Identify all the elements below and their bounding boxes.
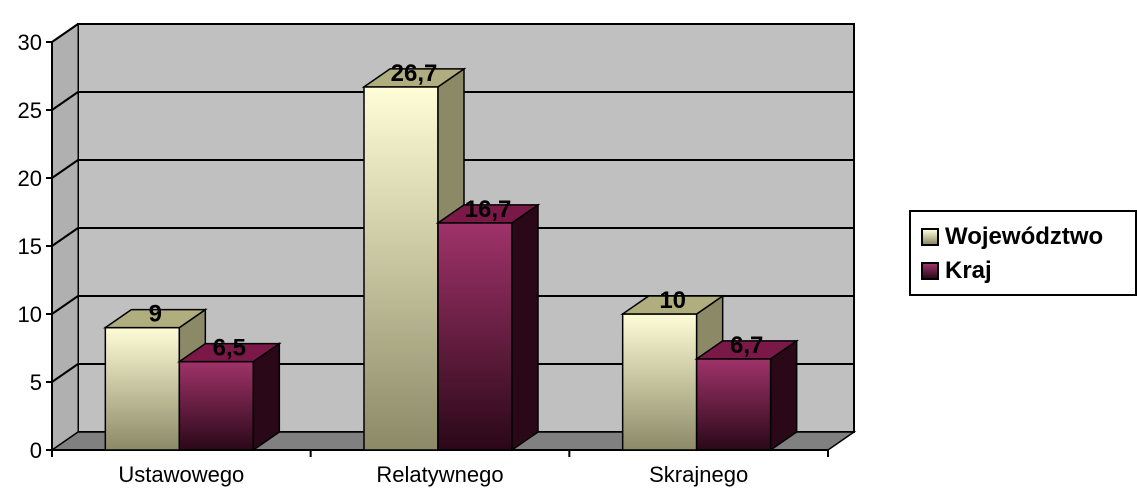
x-tick-label: Skrajnego bbox=[649, 462, 748, 487]
legend: Województwo Kraj bbox=[909, 210, 1137, 296]
data-label-kraj-relatywnego: 16,7 bbox=[465, 196, 512, 223]
data-label-kraj-skrajnego: 6,7 bbox=[730, 332, 763, 359]
data-label-wojewodztwo-relatywnego: 26,7 bbox=[391, 60, 438, 87]
y-tick-label: 5 bbox=[30, 370, 42, 395]
bar-top-wojewodztwo-ustawowego bbox=[102, 308, 208, 329]
x-tick-label: Relatywnego bbox=[376, 462, 503, 487]
legend-label-kraj: Kraj bbox=[945, 257, 992, 284]
bar-kraj-ustawowego bbox=[178, 360, 255, 451]
bar-top-wojewodztwo-relatywnego bbox=[361, 68, 467, 88]
x-tick-label: Ustawowego bbox=[118, 462, 244, 487]
bar-top-wojewodztwo-skrajnego bbox=[620, 295, 726, 315]
bar-top-kraj-ustawowego bbox=[176, 342, 282, 363]
bar-kraj-relatywnego bbox=[437, 222, 513, 451]
legend-swatch-wojewodztwo bbox=[921, 228, 939, 246]
y-tick-label: 10 bbox=[18, 302, 42, 327]
data-label-wojewodztwo-skrajnego: 10 bbox=[659, 287, 686, 314]
gridline-side bbox=[51, 227, 79, 247]
y-tick-label: 0 bbox=[30, 438, 42, 463]
y-tick-label: 30 bbox=[18, 30, 42, 55]
y-tick-label: 20 bbox=[18, 166, 42, 191]
gridline-side bbox=[51, 159, 79, 179]
bar-top-kraj-skrajnego bbox=[694, 340, 800, 360]
bar-wojewodztwo-relatywnego bbox=[363, 86, 439, 451]
bar-wojewodztwo-ustawowego bbox=[104, 326, 181, 451]
gridline-side bbox=[51, 23, 79, 43]
bar-side-kraj-relatywnego bbox=[511, 203, 539, 452]
bar-kraj-skrajnego bbox=[695, 358, 772, 451]
bar-side-kraj-skrajnego bbox=[769, 339, 798, 452]
data-label-wojewodztwo-ustawowego: 9 bbox=[149, 301, 162, 328]
y-tick-label: 15 bbox=[18, 234, 42, 259]
legend-item-wojewodztwo: Województwo bbox=[921, 222, 1135, 252]
legend-label-wojewodztwo: Województwo bbox=[945, 223, 1104, 250]
bar-top-kraj-relatywnego bbox=[435, 204, 541, 224]
y-tick-label: 25 bbox=[18, 98, 42, 123]
gridline-side bbox=[51, 91, 79, 111]
bar-wojewodztwo-skrajnego bbox=[621, 313, 698, 451]
gridline-side bbox=[51, 295, 79, 315]
legend-item-kraj: Kraj bbox=[921, 256, 1135, 286]
gridline-side bbox=[51, 363, 79, 383]
data-label-kraj-ustawowego: 6,5 bbox=[213, 335, 246, 362]
legend-swatch-kraj bbox=[921, 262, 939, 280]
